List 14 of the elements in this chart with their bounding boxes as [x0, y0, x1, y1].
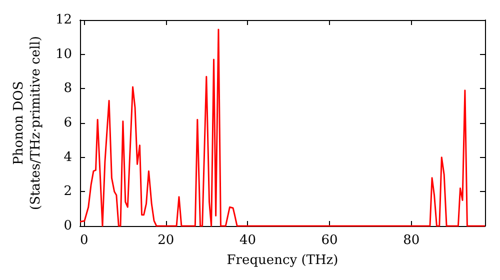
x-tick-label: 40 — [239, 233, 256, 248]
y-axis-title: Phonon DOS (States/THz·primitive cell) — [12, 36, 44, 210]
x-tick-label: 0 — [80, 233, 88, 248]
y-tick-label: 8 — [64, 81, 72, 96]
y-tick-label: 0 — [64, 218, 72, 234]
y-tick-label: 4 — [64, 150, 72, 165]
y-tick-label: 10 — [55, 46, 72, 62]
y-tick-label: 2 — [64, 184, 72, 200]
y-tick-label: 6 — [64, 116, 72, 130]
y-tick-label: 12 — [55, 12, 72, 28]
x-tick-label: 80 — [403, 233, 420, 248]
x-axis-title: Frequency (THz) — [226, 253, 338, 268]
x-tick-label: 20 — [158, 233, 174, 248]
x-tick-label: 60 — [321, 233, 338, 248]
